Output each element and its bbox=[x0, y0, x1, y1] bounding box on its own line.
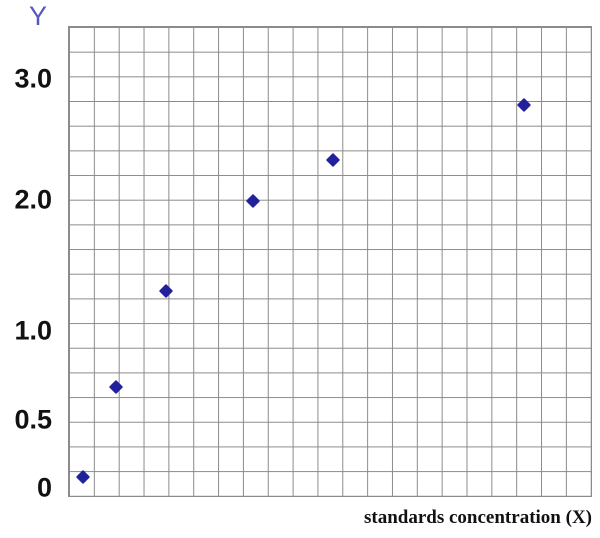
y-axis-title: Y bbox=[29, 1, 48, 31]
y-tick-label: 0.5 bbox=[14, 404, 52, 435]
x-axis-title: standards concentration (X) bbox=[364, 507, 592, 528]
y-tick-label: 3.0 bbox=[14, 63, 52, 94]
y-tick-label: 2.0 bbox=[14, 184, 52, 215]
plot-area bbox=[68, 26, 592, 497]
y-tick-label: 1.0 bbox=[14, 315, 52, 346]
y-tick-label: 0 bbox=[36, 472, 52, 503]
